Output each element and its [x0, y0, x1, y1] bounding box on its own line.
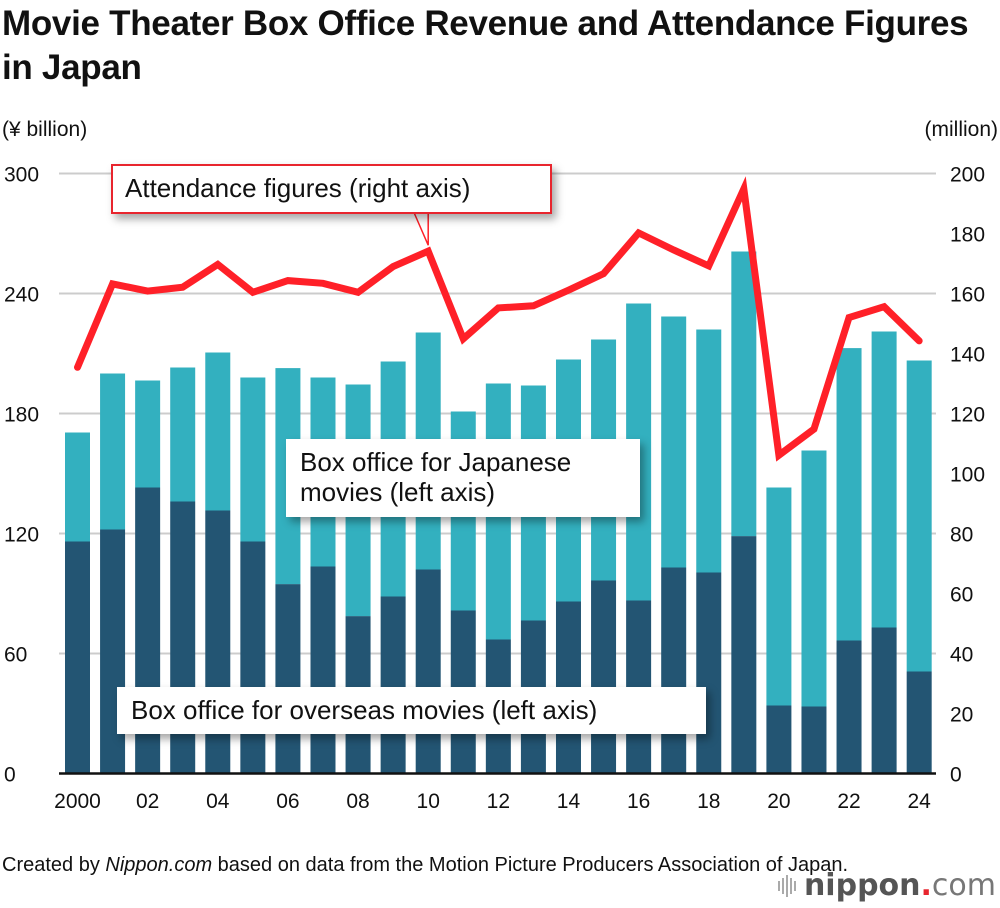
bar-japanese-2005	[240, 377, 266, 542]
x-axis-tick-label: 12	[487, 790, 510, 813]
logo-dot: .	[920, 868, 932, 903]
source-prefix: Created by	[2, 854, 106, 876]
source-name: Nippon.com	[105, 854, 213, 876]
x-axis-tick-label: 16	[627, 790, 650, 813]
left-axis-tick-label: 300	[4, 164, 39, 187]
bar-japanese-2003	[170, 367, 196, 502]
axes: 0601201802403000204060801001201401601802…	[4, 164, 985, 814]
bar-japanese-2023	[871, 331, 897, 628]
right-axis-unit-label: (million)	[924, 118, 999, 141]
right-axis-tick-label: 160	[950, 284, 985, 307]
bar-overseas-2022	[836, 640, 862, 774]
left-axis-tick-label: 0	[4, 764, 16, 787]
callout-pointer-group	[413, 212, 429, 246]
bar-overseas-2010	[415, 569, 441, 774]
x-axis-tick-label: 08	[346, 790, 369, 813]
right-axis-tick-label: 140	[950, 344, 985, 367]
bar-japanese-2002	[135, 380, 161, 488]
bar-japanese-2024	[906, 360, 932, 672]
bar-japanese-2020	[766, 487, 792, 706]
right-axis-tick-label: 60	[950, 584, 973, 607]
bar-overseas-2019	[731, 536, 757, 774]
bar-overseas-2021	[801, 706, 827, 774]
bar-overseas-2001	[100, 529, 126, 774]
logo-tld: com	[931, 868, 996, 903]
source-note: Created by Nippon.com based on data from…	[2, 852, 848, 879]
x-axis-tick-label: 04	[206, 790, 230, 813]
bar-japanese-2019	[731, 251, 757, 537]
x-axis-tick-label: 22	[837, 790, 860, 813]
bar-japanese-2017	[661, 316, 687, 568]
bar-overseas-2020	[766, 705, 792, 774]
bar-overseas-2017	[661, 567, 687, 774]
bars	[65, 251, 932, 774]
bar-overseas-2018	[696, 572, 722, 774]
bar-overseas-2007	[310, 566, 336, 774]
right-axis-tick-label: 40	[950, 644, 973, 667]
bar-japanese-2022	[836, 348, 862, 641]
sound-bars-icon	[777, 874, 796, 897]
right-axis-tick-label: 0	[950, 764, 962, 787]
legend-callout-japanese-box-office: Box office for Japanese movies (left axi…	[286, 439, 640, 517]
bar-overseas-2005	[240, 541, 266, 774]
right-axis-tick-label: 100	[950, 464, 985, 487]
legend-callout-overseas-box-office: Box office for overseas movies (left axi…	[117, 687, 706, 734]
source-suffix: based on data from the Motion Picture Pr…	[212, 854, 849, 876]
callout-pointer	[413, 212, 429, 246]
bar-overseas-2000	[65, 541, 90, 774]
bar-japanese-2001	[100, 373, 126, 530]
x-axis-tick-label: 18	[697, 790, 720, 813]
bar-japanese-2004	[205, 352, 231, 511]
x-axis-tick-label: 24	[908, 790, 932, 813]
attendance-line-group	[74, 176, 923, 462]
x-axis-tick-label: 06	[276, 790, 299, 813]
logo-name: nippon	[803, 868, 921, 903]
legend-callout-attendance: Attendance figures (right axis)	[111, 164, 552, 214]
nippon-logo: nippon. com	[777, 868, 996, 903]
left-axis-tick-label: 60	[4, 644, 27, 667]
bar-overseas-2009	[380, 596, 406, 774]
bar-overseas-2015	[591, 580, 617, 774]
left-axis-tick-label: 180	[4, 404, 39, 427]
bar-japanese-2021	[801, 450, 827, 707]
x-axis-tick-label: 2000	[54, 790, 101, 813]
x-axis-tick-label: 20	[767, 790, 790, 813]
x-axis-tick-label: 10	[417, 790, 440, 813]
bar-japanese-2000	[65, 432, 90, 542]
left-axis-unit-label: (¥ billion)	[2, 118, 88, 141]
bar-overseas-2024	[906, 671, 932, 774]
x-axis-tick-label: 14	[557, 790, 581, 813]
bar-overseas-2023	[871, 627, 897, 774]
left-axis-tick-label: 240	[4, 284, 39, 307]
bar-overseas-2004	[205, 510, 231, 774]
right-axis-tick-label: 80	[950, 524, 973, 547]
bar-japanese-2018	[696, 329, 722, 573]
bar-overseas-2006	[275, 584, 301, 774]
x-axis-tick-label: 02	[136, 790, 159, 813]
chart-title: Movie Theater Box Office Revenue and Att…	[2, 4, 969, 87]
right-axis-tick-label: 120	[950, 404, 985, 427]
left-axis-tick-label: 120	[4, 524, 39, 547]
right-axis-tick-label: 180	[950, 224, 985, 247]
right-axis-tick-label: 200	[950, 164, 985, 187]
right-axis-tick-label: 20	[950, 704, 973, 727]
